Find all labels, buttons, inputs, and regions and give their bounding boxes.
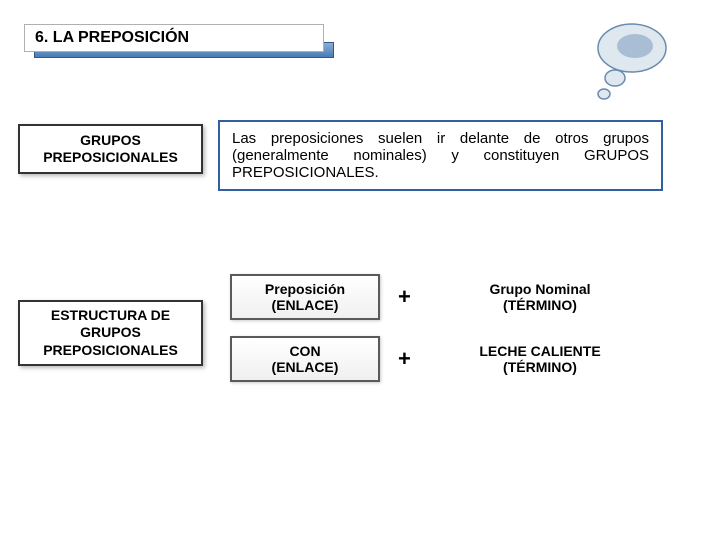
row2-con-cell: CON (ENLACE) (230, 336, 380, 382)
row2-leche-cell: LECHE CALIENTE (TÉRMINO) (430, 336, 650, 382)
definition-text: Las preposiciones suelen ir delante de o… (232, 130, 649, 181)
row2-right-l1: LECHE CALIENTE (479, 343, 600, 359)
row2-plus: + (398, 346, 411, 372)
estructura-card: ESTRUCTURA DE GRUPOS PREPOSICIONALES (18, 300, 203, 366)
row1-preposicion-cell: Preposición (ENLACE) (230, 274, 380, 320)
row1-right-l2: (TÉRMINO) (503, 297, 577, 313)
row2-right-l2: (TÉRMINO) (503, 359, 577, 375)
row1-grupo-nominal-cell: Grupo Nominal (TÉRMINO) (430, 274, 650, 320)
card2-line2: GRUPOS (80, 324, 141, 342)
card1-line1: GRUPOS (80, 132, 141, 150)
card2-line3: PREPOSICIONALES (43, 342, 178, 360)
thought-bubble-icon (590, 18, 670, 108)
row2-left-l1: CON (289, 343, 320, 359)
row1-left-l2: (ENLACE) (272, 297, 339, 313)
row1-plus: + (398, 284, 411, 310)
title-text: 6. LA PREPOSICIÓN (35, 29, 189, 47)
definition-box: Las preposiciones suelen ir delante de o… (218, 120, 663, 191)
row1-right-l1: Grupo Nominal (489, 281, 590, 297)
card1-line2: PREPOSICIONALES (43, 149, 178, 167)
row2-left-l2: (ENLACE) (272, 359, 339, 375)
card2-line1: ESTRUCTURA DE (51, 307, 170, 325)
title-bar: 6. LA PREPOSICIÓN (24, 24, 344, 58)
title-bar-main: 6. LA PREPOSICIÓN (24, 24, 324, 52)
grupos-preposicionales-card: GRUPOS PREPOSICIONALES (18, 124, 203, 174)
row1-left-l1: Preposición (265, 281, 345, 297)
